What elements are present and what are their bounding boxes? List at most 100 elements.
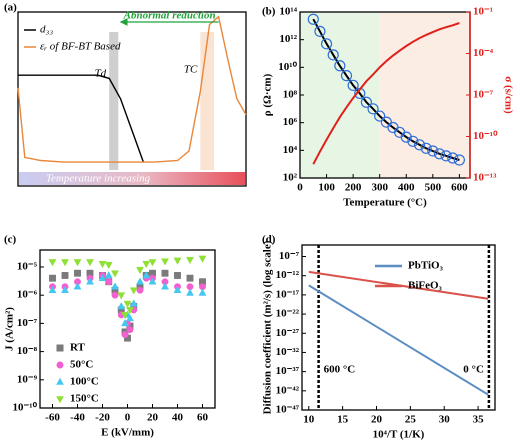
y-tick-label: 10⁻³⁷: [276, 365, 300, 377]
band: [109, 32, 119, 170]
y-tick-label: 10⁻³²: [276, 346, 300, 358]
y2-axis-label: σ (s/cm): [502, 76, 514, 114]
x-tick-label: 25: [405, 414, 417, 426]
data-point: [354, 87, 366, 99]
data-point: [104, 271, 113, 279]
legend-swatch: [56, 396, 64, 404]
data-point: [340, 70, 353, 82]
reference-label: 0 °C: [463, 364, 484, 376]
y-tick-label: 10⁻⁶: [17, 289, 38, 301]
data-point: [199, 283, 206, 291]
y-tick-label: 10⁶: [283, 116, 298, 128]
data-point: [161, 269, 169, 277]
data-point: [314, 25, 326, 37]
data-point: [142, 260, 151, 269]
series-line: [17, 15, 247, 163]
band-label: TC: [184, 64, 198, 76]
arrow-label: Abnormal reduction: [123, 10, 216, 22]
legend-label: BiFeO₃: [408, 280, 443, 292]
x-tick-label: 15: [337, 414, 349, 426]
x-tick-label: 600: [451, 182, 468, 194]
data-point: [142, 271, 151, 279]
data-point: [420, 142, 432, 154]
data-point: [129, 287, 138, 295]
x-axis-label: E (kV/mm): [101, 427, 154, 439]
data-point: [73, 282, 82, 290]
y2-tick-label: 10⁻⁷: [473, 89, 494, 101]
data-point: [199, 278, 206, 286]
panel-label: (b): [262, 6, 276, 18]
data-point: [433, 148, 446, 160]
panel: (d) 10 15 20 25 30 35 10⁻⁴⁷ 10⁻⁴² 10⁻³⁷ 10⁻³² 10⁻²⁷…: [262, 234, 496, 440]
data-point: [186, 256, 194, 265]
y2-tick-label: 10⁻¹³: [473, 172, 497, 184]
x-tick-label: 20: [147, 412, 159, 424]
y-tick-label: 10⁻⁵: [17, 261, 38, 273]
data-point: [98, 273, 107, 282]
legend-label: 100°C: [70, 376, 99, 388]
data-point: [374, 110, 386, 122]
footer-bar: [19, 172, 245, 185]
data-point: [149, 269, 156, 277]
data-point: [86, 259, 94, 267]
data-point: [123, 300, 132, 309]
data-point: [61, 285, 69, 294]
data-point: [121, 319, 129, 327]
data-point: [136, 286, 144, 294]
series-line: [308, 284, 489, 396]
data-point: [98, 260, 107, 269]
data-point: [129, 299, 138, 307]
footer-label: Temperature increasing: [46, 173, 151, 185]
data-point: [104, 261, 113, 270]
x-tick-label: 35: [473, 414, 485, 426]
legend-label: 150°C: [70, 393, 99, 405]
data-point: [367, 103, 379, 115]
legend-swatch: [56, 377, 64, 385]
legend-label: εᵣ of BF-BT Based: [40, 41, 121, 53]
data-point: [453, 154, 465, 166]
data-point: [86, 277, 94, 285]
data-point: [186, 288, 194, 296]
data-point: [61, 259, 69, 267]
data-point: [126, 314, 134, 322]
data-point: [136, 266, 144, 275]
data-point: [161, 278, 169, 286]
panel: (b) 0 100 200 300 400 500 600 10² 10⁴ 10⁶ 10⁸ 10¹⁰ 10…: [262, 6, 515, 209]
x-tick-label: 20: [371, 414, 383, 426]
panel-label: (a): [4, 2, 17, 14]
legend-label: 50°C: [70, 359, 93, 371]
data-point: [440, 150, 452, 162]
data-point: [347, 79, 359, 91]
y-tick-label: 10⁻¹⁰: [12, 402, 37, 414]
y2-tick-label: 10⁻⁴: [473, 47, 494, 59]
data-point: [186, 274, 194, 282]
data-point: [360, 96, 373, 108]
y-tick-label: 10¹⁰: [278, 61, 297, 73]
data-point: [407, 135, 419, 147]
plot-frame: [301, 244, 496, 411]
y-tick-label: 10⁴: [283, 144, 298, 156]
legend-label: d₃₃: [40, 24, 53, 36]
x-tick-label: 400: [398, 182, 415, 194]
data-point: [334, 60, 346, 72]
y-tick-label: 10⁻¹²: [276, 269, 300, 281]
legend-swatch: [56, 344, 64, 352]
x-tick-label: 30: [439, 414, 451, 426]
x-tick-label: 40: [172, 412, 184, 424]
x-tick-label: -20: [95, 412, 110, 424]
data-point: [105, 278, 113, 286]
y-tick-label: 10⁻¹⁷: [276, 288, 300, 300]
shaded-region: [300, 12, 380, 178]
data-point: [48, 259, 57, 267]
data-point: [148, 277, 157, 285]
y-tick-label: 10⁻⁴⁷: [276, 404, 300, 416]
legend-swatch: [56, 361, 64, 369]
x-tick-label: 100: [318, 182, 335, 194]
data-point: [117, 292, 126, 300]
data-point: [126, 326, 134, 334]
x-tick-label: 300: [371, 182, 388, 194]
y-tick-label: 10⁻⁸: [17, 345, 38, 357]
data-point: [74, 269, 81, 277]
x-tick-label: 10: [303, 414, 315, 426]
